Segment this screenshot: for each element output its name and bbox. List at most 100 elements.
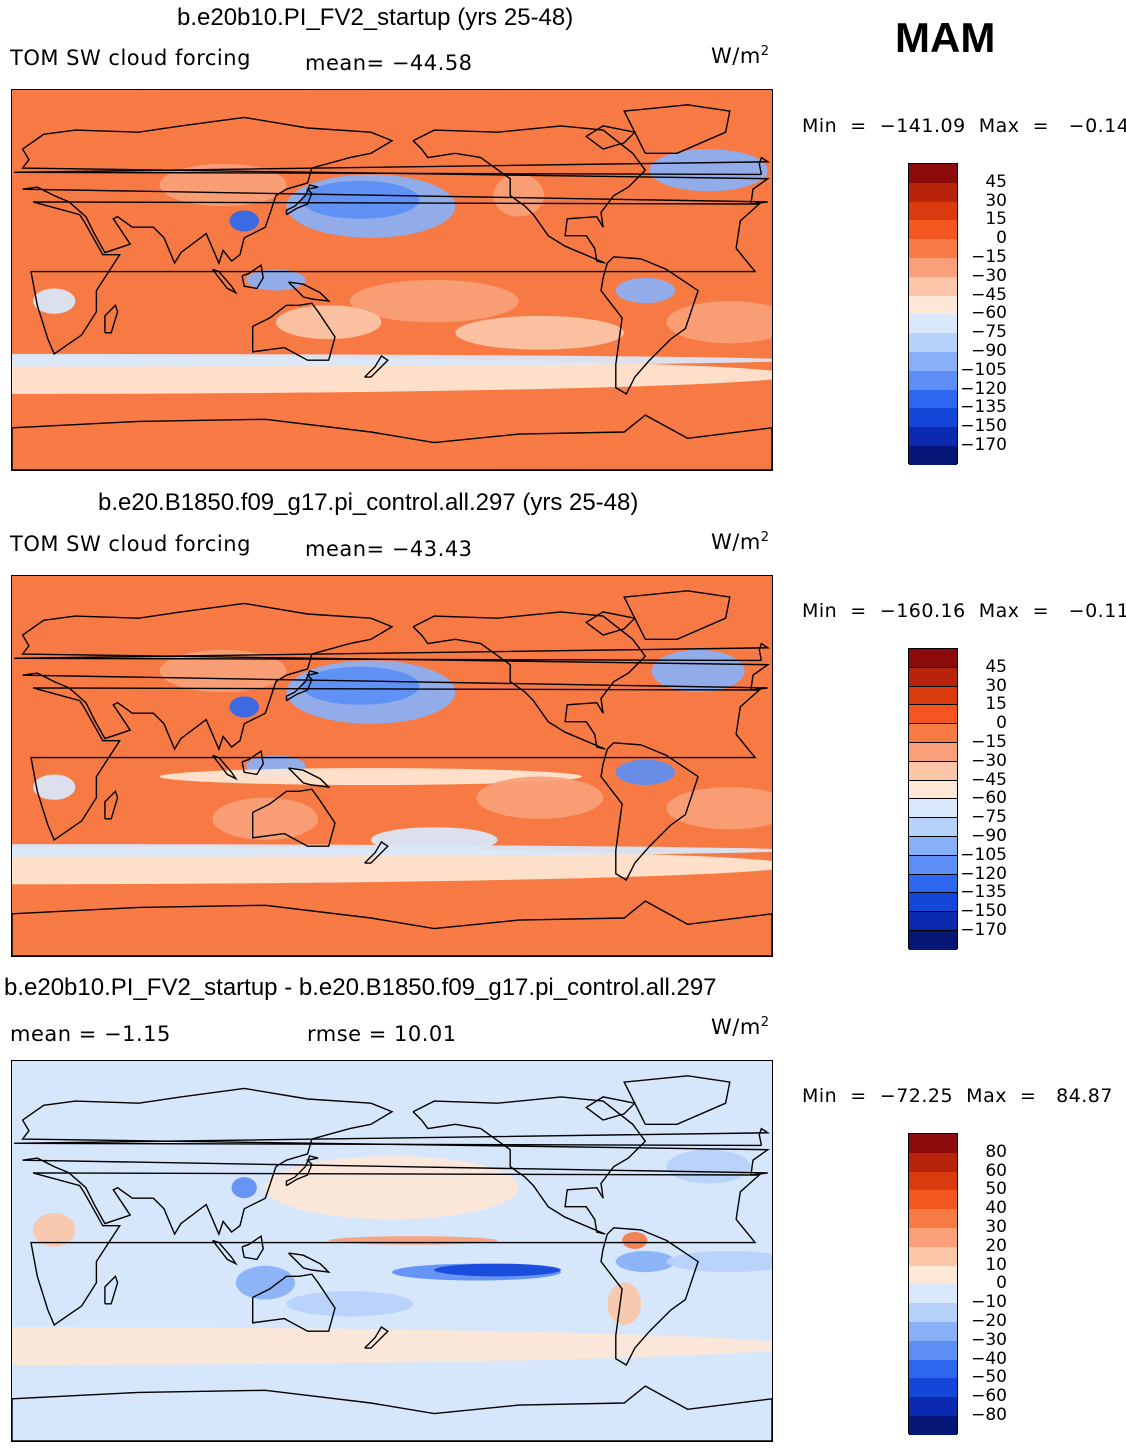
coastline <box>241 1235 264 1261</box>
field-contour-region <box>666 1251 772 1273</box>
colorbar-tick-label: 30 <box>985 675 1007 696</box>
colorbar-tick-label: −20 <box>971 1311 1007 1331</box>
coastline <box>14 156 771 176</box>
coastline <box>104 790 119 820</box>
field-contour-region <box>235 1265 295 1300</box>
colorbar-tick-label: −50 <box>971 1367 1007 1388</box>
coastline <box>212 1239 238 1266</box>
colorbar-swatch <box>909 686 957 706</box>
field-contour-region <box>12 844 772 857</box>
field-contour-region <box>275 305 382 340</box>
coastline <box>285 670 319 702</box>
field-contour-region <box>301 666 420 705</box>
colorbar-swatch <box>909 1171 957 1191</box>
field-contour-region <box>666 1149 751 1184</box>
field-contour-region <box>33 774 76 800</box>
field-contour-region <box>301 180 420 219</box>
coastline <box>412 1096 647 1235</box>
colorbar-tick-label: −75 <box>971 322 1007 343</box>
coastline <box>412 125 647 264</box>
panel-3-rmse: rmse = 10.01 <box>307 1022 457 1046</box>
coastline <box>288 767 331 789</box>
field-contour-region <box>229 696 259 718</box>
field-contour-region <box>231 1177 257 1199</box>
coastline <box>241 264 264 290</box>
colorbar-tick-label: −45 <box>971 769 1007 790</box>
field-contour-region <box>615 277 675 304</box>
field-contour-region <box>33 288 76 314</box>
field-contour-region <box>12 90 772 133</box>
map-svg <box>12 1061 772 1441</box>
colorbar-tick-label: −15 <box>971 732 1007 752</box>
field-contour-region <box>12 353 772 367</box>
field-contour-region <box>615 1251 675 1273</box>
colorbar-tick-label: −15 <box>971 247 1007 267</box>
colorbar-swatch <box>909 164 957 183</box>
coastline <box>14 642 771 662</box>
field-contour-region <box>12 1327 772 1365</box>
colorbar-swatch <box>909 836 957 856</box>
colorbar-swatch <box>909 893 957 913</box>
colorbar-tick-label: 60 <box>985 1160 1007 1181</box>
colorbar-tick-label: −105 <box>960 359 1007 380</box>
colorbar-swatch <box>909 1378 957 1398</box>
colorbar-tick-label: −120 <box>960 863 1007 884</box>
coastline <box>623 104 731 154</box>
colorbar-swatch <box>909 295 957 315</box>
field-contour-region <box>493 174 544 217</box>
panel-1-title: b.e20b10.PI_FV2_startup (yrs 25-48) <box>177 4 574 31</box>
panel-3-unit: W/m2 <box>711 1015 770 1039</box>
coastline <box>584 1096 637 1121</box>
colorbar-swatch <box>909 1415 957 1435</box>
colorbar-swatch <box>909 874 957 894</box>
colorbar-tick-label: 20 <box>985 1235 1007 1256</box>
panel-2-variable: TOM SW cloud forcing <box>10 532 251 556</box>
field-contour-region <box>159 649 287 693</box>
coastline <box>21 1087 770 1237</box>
colorbar-swatch <box>909 930 957 950</box>
colorbar-swatch <box>909 427 957 446</box>
colorbar-tick-label: −60 <box>971 788 1007 809</box>
coastline <box>285 1155 319 1187</box>
map-svg <box>12 90 772 470</box>
field-contour-region <box>615 759 675 785</box>
panel-1-unit: W/m2 <box>711 44 770 68</box>
colorbar-tick-label: 30 <box>985 1217 1007 1237</box>
colorbar-tick-label: −135 <box>960 882 1007 903</box>
colorbar-tick-label: 0 <box>996 713 1007 734</box>
field-contour-region <box>246 269 306 291</box>
field-contour-region <box>159 163 287 207</box>
field-contour-region <box>212 797 319 840</box>
field-contour-region <box>33 1213 76 1247</box>
field-contour-region <box>328 1236 498 1245</box>
colorbar-tick-label: −170 <box>960 435 1007 455</box>
colorbar-tick-label: −10 <box>971 1292 1007 1313</box>
colorbar-tick-label: −60 <box>971 1386 1007 1407</box>
colorbar-swatch <box>909 1246 957 1266</box>
coastline <box>104 304 119 334</box>
coastline <box>14 1127 771 1147</box>
field-contour-region <box>265 1156 519 1220</box>
panel-1-variable: TOM SW cloud forcing <box>10 46 251 70</box>
colorbar-swatch <box>909 799 957 819</box>
colorbar-swatch <box>909 705 957 725</box>
panel-1-minmax: Min = −141.09 Max = −0.14 <box>802 115 1126 137</box>
colorbar-swatch <box>909 370 957 390</box>
panel-2-map <box>11 575 773 957</box>
coastline <box>21 116 770 266</box>
field-contour-region <box>455 315 625 350</box>
colorbar-swatch <box>909 1152 957 1172</box>
colorbar-tick-label: −170 <box>960 920 1007 940</box>
coastline <box>623 1075 731 1125</box>
field-contour-region <box>649 149 768 192</box>
colorbar-tick-label: −45 <box>971 284 1007 305</box>
coastline <box>251 302 336 361</box>
colorbar-swatch <box>909 445 957 465</box>
colorbar-swatch <box>909 742 957 762</box>
colorbar-swatch <box>909 389 957 409</box>
colorbar-tick-label: −30 <box>971 1329 1007 1350</box>
colorbar-tick-label: 15 <box>985 209 1007 230</box>
panel-2-title: b.e20.B1850.f09_g17.pi_control.all.297 (… <box>98 489 639 516</box>
colorbar-swatch <box>909 1321 957 1341</box>
coastline <box>364 355 389 378</box>
